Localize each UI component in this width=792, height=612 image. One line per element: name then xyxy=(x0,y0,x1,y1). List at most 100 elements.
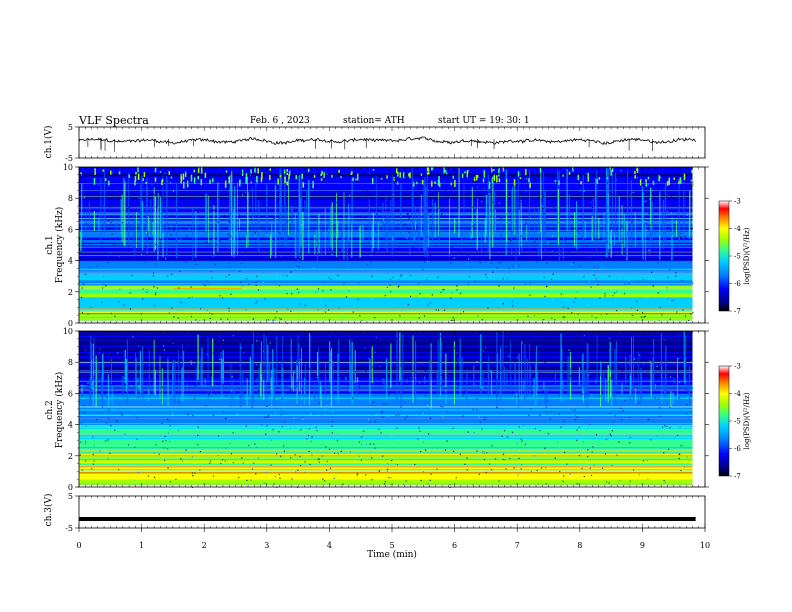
y-tick-label: 6 xyxy=(68,389,73,398)
spectrogram-noise xyxy=(79,177,81,179)
spectrogram-noise xyxy=(453,257,455,259)
spectrogram-noise xyxy=(593,274,595,276)
spectrogram-noise xyxy=(375,394,377,396)
spectrogram-noise xyxy=(307,434,310,437)
spectrogram-band xyxy=(79,302,693,304)
spectrogram-noise xyxy=(650,352,652,355)
spectrogram-noise xyxy=(527,315,529,317)
spectrogram-noise xyxy=(505,319,507,321)
spectrogram-noise xyxy=(166,209,169,211)
spectrogram-noise xyxy=(534,177,536,180)
spectrogram-noise xyxy=(194,397,196,400)
spectrogram-noise xyxy=(344,316,346,318)
spectrogram-noise xyxy=(382,382,384,384)
spectrogram-noise xyxy=(631,389,634,391)
spectrogram-noise xyxy=(528,259,530,261)
spectrogram-noise xyxy=(670,196,673,199)
spectrogram-noise xyxy=(663,452,665,454)
spectrogram-noise xyxy=(621,418,623,421)
spectrogram-noise xyxy=(460,312,462,315)
spectrogram-noise xyxy=(129,178,131,180)
spectrogram-band xyxy=(79,338,693,341)
spectrogram-noise xyxy=(518,426,520,428)
spectrogram-noise xyxy=(556,366,558,368)
spectrogram-noise xyxy=(96,418,98,421)
spectrogram-noise xyxy=(485,273,487,276)
spectrogram-speckle xyxy=(225,170,228,173)
colorbar-tick-label: -3 xyxy=(734,198,741,206)
spectrogram-noise xyxy=(123,304,125,306)
spectrogram-noise xyxy=(84,412,86,414)
spectrogram-speckle xyxy=(269,168,272,171)
spectrogram-noise xyxy=(388,481,391,484)
spectrogram-noise xyxy=(82,283,84,285)
spectrogram-noise xyxy=(422,412,424,414)
spectrogram-noise xyxy=(291,478,293,480)
spectrogram-noise xyxy=(505,346,508,348)
spectrogram-noise xyxy=(295,471,297,473)
spectrogram-noise xyxy=(625,245,627,247)
spectrogram-band xyxy=(79,186,693,189)
spectrogram-speckle xyxy=(445,172,448,175)
spectrogram-noise xyxy=(429,254,431,256)
spectrogram-noise xyxy=(347,180,349,182)
spectrogram-noise xyxy=(329,467,332,469)
spectrogram-speckle xyxy=(182,173,185,180)
spectrogram-noise xyxy=(674,393,677,396)
spectrogram-noise xyxy=(229,266,231,268)
spectrogram-noise xyxy=(510,215,512,217)
spectrogram-speckle xyxy=(261,172,263,180)
spectrogram-noise xyxy=(476,450,478,452)
spectrogram-band xyxy=(79,472,693,475)
spectrogram-noise xyxy=(570,263,572,265)
spectrogram-noise xyxy=(440,374,442,377)
spectrogram-noise xyxy=(517,474,519,476)
spectrogram-noise xyxy=(492,179,494,181)
spectrogram-noise xyxy=(645,176,647,179)
spectrogram-noise xyxy=(457,227,459,229)
spectrogram-noise xyxy=(563,316,566,318)
spectrogram-speckle xyxy=(190,174,193,182)
spectrogram-noise xyxy=(239,396,241,398)
spectrogram-band xyxy=(79,403,693,406)
spectrogram-noise xyxy=(181,309,183,312)
spectrogram-noise xyxy=(606,481,608,483)
spectrogram-noise xyxy=(203,373,205,375)
spectrogram-noise xyxy=(622,210,625,213)
spectrogram-speckle xyxy=(525,168,527,176)
spectrogram-noise xyxy=(431,294,433,296)
spectrogram-noise xyxy=(427,404,429,406)
spectrogram-noise xyxy=(209,460,211,462)
spectrogram-noise xyxy=(494,299,497,302)
spectrogram-noise xyxy=(680,469,682,472)
spectrogram-noise xyxy=(371,298,373,300)
spectrogram-noise xyxy=(589,467,591,469)
spectrogram-speckle xyxy=(438,182,441,188)
spectrogram-noise xyxy=(540,378,542,380)
spectrogram-noise xyxy=(190,205,192,207)
spectrogram-noise xyxy=(146,254,148,256)
spectrogram-noise xyxy=(507,277,509,279)
spectrogram-noise xyxy=(417,371,419,373)
spectrogram-noise xyxy=(647,236,649,238)
spectrogram-noise xyxy=(299,356,301,358)
spectrogram-noise xyxy=(156,287,159,289)
spectrogram-noise xyxy=(337,376,339,378)
spectrogram-noise xyxy=(552,235,554,237)
spectrogram-band xyxy=(79,177,693,179)
spectrogram-noise xyxy=(535,238,537,240)
spectrogram-noise xyxy=(589,423,591,426)
ch2-frequency-ylabel: ch.2Frequency (kHz) xyxy=(45,372,65,449)
spectrogram-noise xyxy=(104,393,106,396)
spectrogram-band xyxy=(79,280,693,282)
spectrogram-noise xyxy=(317,355,319,357)
spectrogram-noise xyxy=(666,196,668,198)
spectrogram-noise xyxy=(624,383,626,385)
spectrogram-speckle xyxy=(283,169,286,174)
spectrogram-noise xyxy=(276,311,278,313)
spectrogram-speckle xyxy=(498,178,501,183)
spectrogram-noise xyxy=(211,313,213,315)
spectrogram-noise xyxy=(247,365,250,367)
spectrogram-noise xyxy=(255,284,257,286)
